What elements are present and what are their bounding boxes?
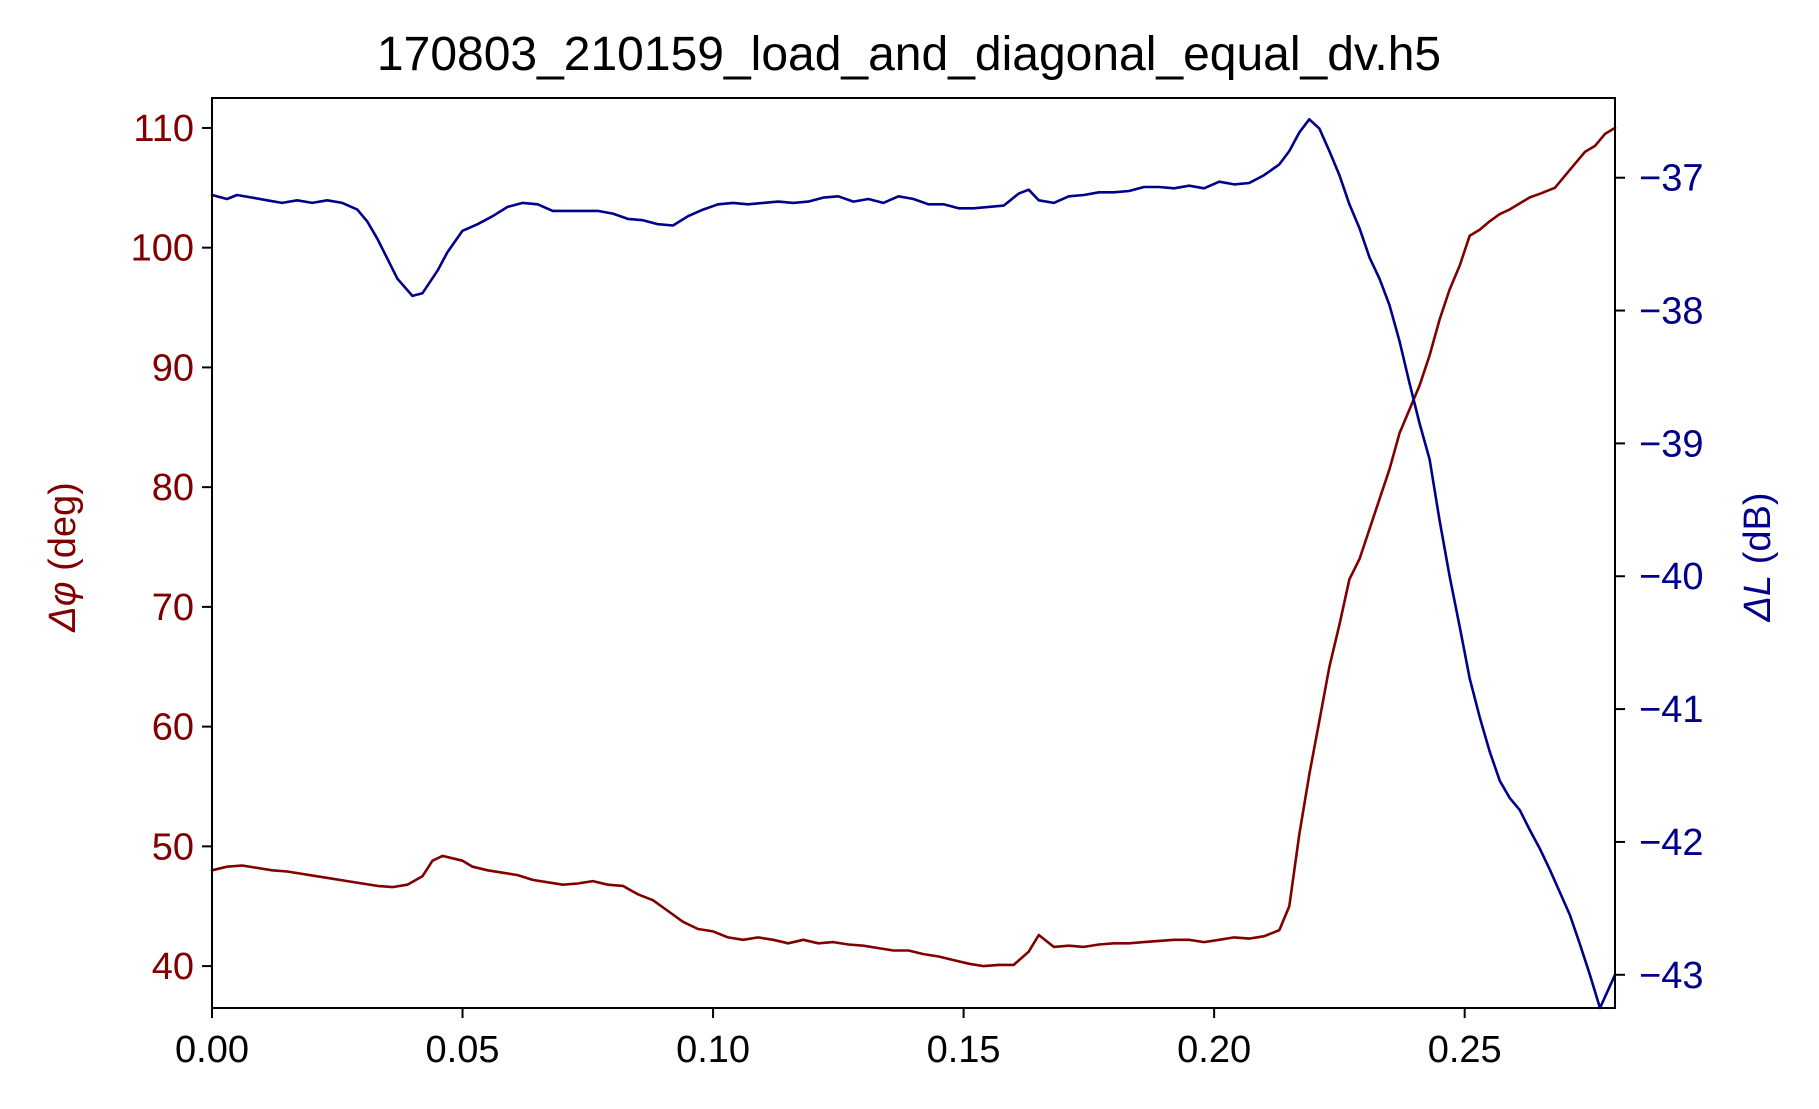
series-line-right [210, 118, 1617, 1010]
right-y-tick-label: −40 [1639, 556, 1703, 598]
x-tick-label: 0.05 [426, 1029, 500, 1071]
left-y-tick-label: 60 [152, 707, 194, 749]
plot-frame [211, 97, 1616, 1009]
right-y-tick-label: −43 [1639, 955, 1703, 997]
axis-label-unit: (deg) [42, 482, 84, 581]
axis-label-symbol: ΔL [1737, 575, 1779, 623]
right-y-tick-label: −41 [1639, 689, 1703, 731]
series-layer [210, 118, 1617, 1010]
x-tick-label: 0.20 [1177, 1029, 1251, 1071]
left-y-tick-label: 40 [152, 946, 194, 988]
left-y-tick-label: 90 [152, 347, 194, 389]
right-y-tick-label: −37 [1639, 158, 1703, 200]
axis-label-unit: (dB) [1737, 493, 1779, 575]
left-y-tick-label: 110 [133, 108, 194, 150]
right-y-tick-label: −42 [1639, 822, 1703, 864]
right-y-tick-label: −38 [1639, 291, 1703, 333]
axis-label-symbol: Δφ [42, 581, 84, 632]
axes-layer: 0.00 0.05 0.10 0.15 0.20 0.25 40 50 60 70 80 90 100 1… [131, 97, 1703, 1071]
left-y-tick-label: 70 [152, 587, 194, 629]
x-tick-label: 0.10 [676, 1029, 750, 1071]
left-axis-label: Δφ (deg) [42, 482, 84, 633]
right-axis-label: ΔL (dB) [1737, 493, 1779, 623]
series-line-left [210, 126, 1617, 968]
right-y-tick-label: −39 [1639, 423, 1703, 465]
x-tick-label: 0.15 [927, 1029, 1001, 1071]
x-tick-label: 0.00 [175, 1029, 249, 1071]
left-y-tick-label: 80 [152, 467, 194, 509]
left-y-tick-label: 50 [152, 826, 194, 868]
left-y-tick-label: 100 [131, 228, 194, 270]
chart-title: 170803_210159_load_and_diagonal_equal_dv… [377, 28, 1441, 81]
x-tick-label: 0.25 [1428, 1029, 1502, 1071]
